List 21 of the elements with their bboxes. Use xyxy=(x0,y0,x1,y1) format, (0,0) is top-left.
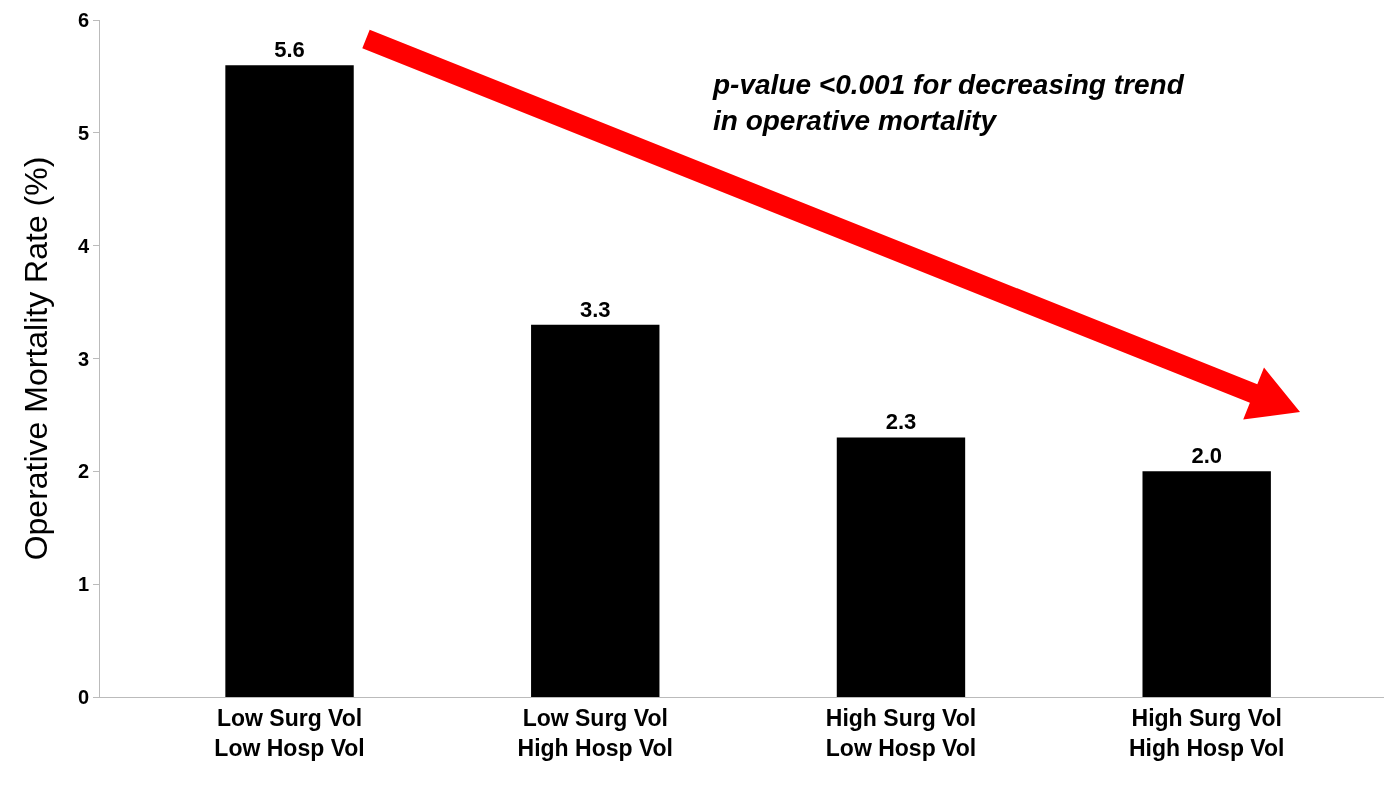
bar xyxy=(225,65,354,697)
y-tick-label: 3 xyxy=(77,347,89,370)
bar xyxy=(836,437,966,697)
data-label: 3.3 xyxy=(579,296,611,322)
y-tick-label: 0 xyxy=(77,686,89,708)
data-label: 2.0 xyxy=(1191,443,1222,469)
y-tick-label: 2 xyxy=(77,460,89,483)
bar xyxy=(1142,471,1271,697)
y-tick-label: 1 xyxy=(77,573,89,596)
bar xyxy=(531,324,660,697)
x-tick-label: High Surg Vol Low Hosp Vol xyxy=(825,704,977,761)
x-tick-label: High Surg Vol High Hosp Vol xyxy=(1128,704,1285,761)
y-tick-label: 4 xyxy=(77,234,90,257)
annotation: p-value <0.001 for decreasing trend in operative mortality xyxy=(712,69,1185,137)
data-label: 5.6 xyxy=(274,37,305,63)
data-label: 2.3 xyxy=(885,409,917,435)
x-tick-label: Low Surg Vol Low Hosp Vol xyxy=(214,704,365,761)
x-tick-label: Low Surg Vol High Hosp Vol xyxy=(517,704,673,761)
y-tick-label: 5 xyxy=(77,121,89,144)
y-axis-title: Operative Mortality Rate (%) xyxy=(18,156,55,561)
y-tick-label: 6 xyxy=(77,9,89,31)
